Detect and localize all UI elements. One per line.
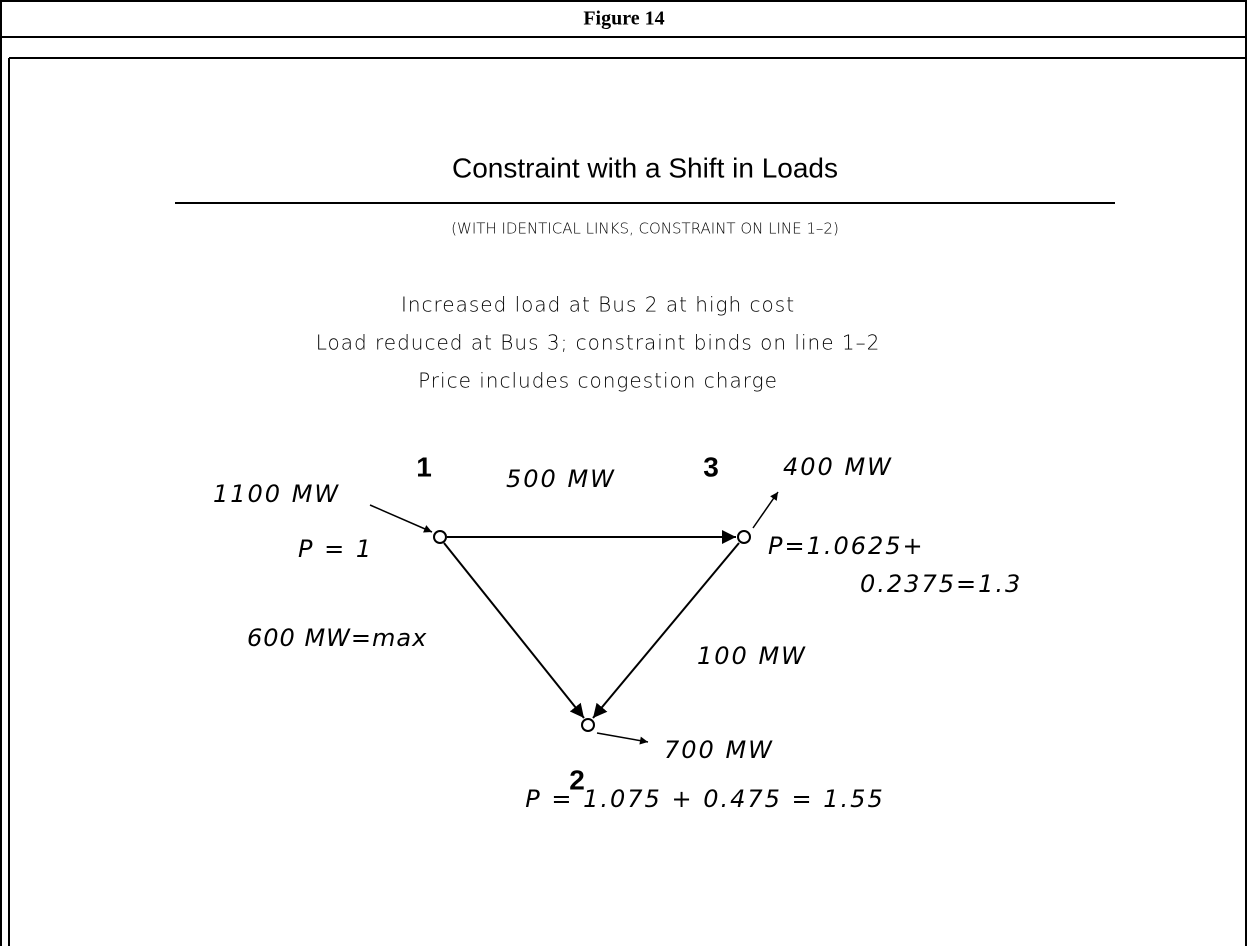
note: Load reduced at Bus 3; constraint binds … [316,331,881,355]
bus-label: 1 [416,451,432,482]
injection-arrow [752,491,779,529]
bus [433,530,447,544]
bus-label: 3 [703,451,719,482]
edge-line [443,542,585,719]
subtitle: (WITH IDENTICAL LINKS, CONSTRAINT ON LIN… [451,220,839,238]
edges [369,491,779,745]
injection-arrow [369,504,433,533]
edge-label: 500 MW [506,465,616,493]
title: Constraint with a Shift in Loads [452,152,838,183]
note: Increased load at Bus 2 at high cost [401,293,795,317]
price-label: 0.2375=1.3 [860,570,1022,598]
price-label: P = 1 [298,535,373,563]
bus [581,718,595,732]
bus-label: 2 [569,764,585,795]
injection-label: 700 MW [664,736,774,764]
bus [737,530,751,544]
injection-arrow [596,732,649,745]
injection-label: 1100 MW [213,480,340,508]
note: Price includes congestion charge [418,369,778,393]
price-label: P=1.0625+ [768,532,925,560]
edge-label: 600 MW=max [247,624,427,652]
edge-line [592,542,740,719]
price-label: P = 1.075 + 0.475 = 1.55 [525,785,884,813]
figure-label: Figure 14 [583,8,664,30]
nodes [433,530,751,732]
injection-label: 400 MW [783,453,893,481]
edge-label: 100 MW [697,642,807,670]
